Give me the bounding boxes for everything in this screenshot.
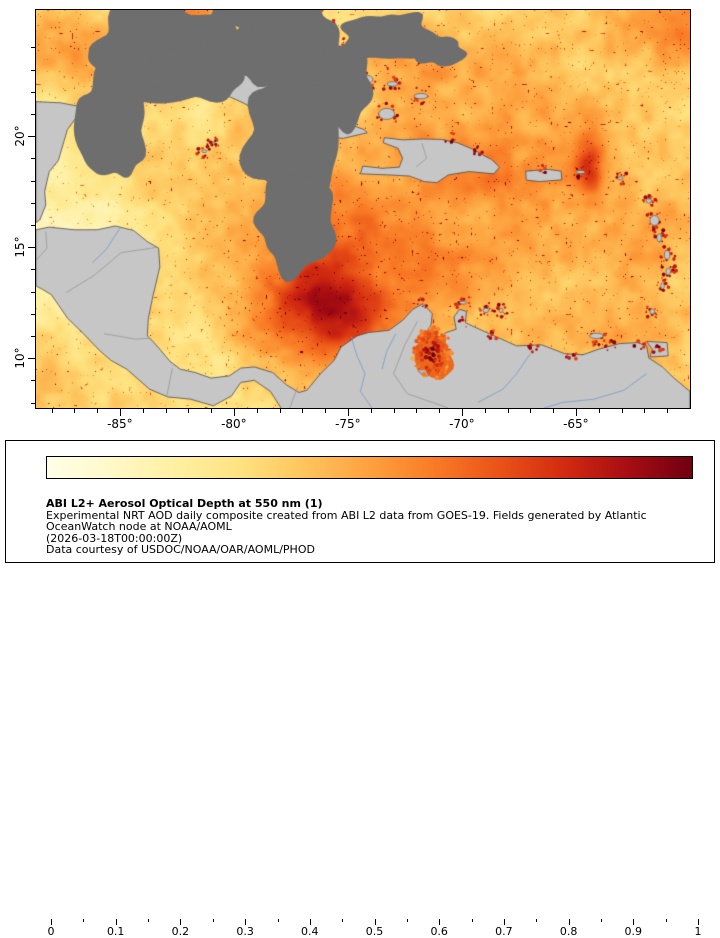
lon-minor-tick <box>439 409 441 413</box>
lon-minor-tick <box>165 409 167 413</box>
colorbar-tick <box>536 919 538 922</box>
colorbar-tick-label: 1 <box>694 925 702 938</box>
lat-minor-tick <box>31 313 35 315</box>
lon-tick-label: -70° <box>449 417 475 431</box>
lon-minor-tick <box>507 409 509 413</box>
lat-minor-tick <box>31 91 35 93</box>
lon-tick <box>347 409 349 416</box>
colorbar-tick-label: 0.2 <box>171 925 190 938</box>
aod-map-canvas <box>36 10 690 408</box>
colorbar-tick-label: 0.8 <box>559 925 578 938</box>
lat-minor-tick <box>31 47 35 49</box>
lat-tick <box>28 136 35 138</box>
colorbar-tick <box>665 919 667 922</box>
lon-tick-label: -80° <box>221 417 247 431</box>
colorbar-tick-label: 0.3 <box>236 925 254 938</box>
lon-minor-tick <box>530 409 532 413</box>
legend-box: 0 0.1 0.2 0.3 0.4 0.5 0.6 0.7 0.8 0.9 1 ABI L2+ Ae… <box>5 440 715 938</box>
legend-description-line1: Experimental NRT AOD daily composite cre… <box>46 508 647 522</box>
legend-description-line2: OceanWatch node at NOAA/AOML <box>46 520 232 534</box>
colorbar-tick <box>212 919 214 922</box>
lon-minor-tick <box>188 409 190 413</box>
lat-minor-tick <box>31 224 35 226</box>
lon-minor-tick <box>211 409 213 413</box>
lon-tick-label: -75° <box>335 417 361 431</box>
lat-minor-tick <box>31 113 35 115</box>
colorbar-tick <box>342 919 344 922</box>
legend-timestamp: (2026-03-18T00:00:00Z) <box>46 531 183 545</box>
lat-minor-tick <box>31 269 35 271</box>
lat-minor-tick <box>31 180 35 182</box>
colorbar-tick-label: 0 <box>47 925 55 938</box>
colorbar-tick-label: 0.4 <box>301 925 319 938</box>
lat-minor-tick <box>31 291 35 293</box>
lat-tick-label: 10° <box>13 347 27 369</box>
lon-tick-label: -85° <box>107 417 133 431</box>
lon-minor-tick <box>302 409 304 413</box>
lon-minor-tick <box>667 409 669 413</box>
lon-tick <box>119 409 121 416</box>
lon-minor-tick <box>484 409 486 413</box>
colorbar-tick <box>601 919 602 922</box>
lon-minor-tick <box>416 409 418 413</box>
figure: 20° 15° 10° -85° -80° -75° -70° -65° 0 0.1 0.2 0.3… <box>5 9 715 938</box>
colorbar-tick <box>406 919 408 922</box>
colorbar-tick <box>83 919 85 922</box>
lon-minor-tick <box>644 409 646 413</box>
lat-tick-label: 15° <box>13 236 27 258</box>
lon-minor-tick <box>553 409 555 413</box>
colorbar-tick-label: 0.1 <box>106 925 125 938</box>
colorbar-tick <box>471 919 473 922</box>
colorbar-tick-label: 0.9 <box>624 925 643 938</box>
lon-minor-tick <box>279 409 281 413</box>
lon-minor-tick <box>621 409 623 413</box>
lon-tick-label: -65° <box>563 417 589 431</box>
colorbar-tick <box>277 919 279 922</box>
colorbar-gradient <box>46 456 693 479</box>
lat-minor-tick <box>31 335 35 337</box>
lat-minor-tick <box>31 69 35 71</box>
lat-minor-tick <box>31 402 35 404</box>
colorbar-tick-label: 0.6 <box>430 925 448 938</box>
legend-text: ABI L2+ Aerosol Optical Depth at 550 nm … <box>46 498 647 556</box>
lon-minor-tick <box>97 409 99 413</box>
lon-minor-tick <box>142 409 144 413</box>
lon-tick <box>233 409 235 416</box>
lon-minor-tick <box>393 409 395 413</box>
lat-tick <box>28 247 35 249</box>
lon-minor-tick <box>256 409 258 413</box>
legend-credit: Data courtesy of USDOC/NOAA/OAR/AOML/PHO… <box>46 543 315 557</box>
lat-minor-tick <box>31 158 35 160</box>
lon-minor-tick <box>370 409 372 413</box>
colorbar-tick-label: 0.5 <box>365 925 384 938</box>
lon-tick <box>575 409 577 416</box>
lon-tick <box>461 409 463 416</box>
lat-minor-tick <box>31 202 35 204</box>
lat-minor-tick <box>31 380 35 382</box>
legend-title: ABI L2+ Aerosol Optical Depth at 550 nm … <box>46 497 323 510</box>
colorbar-tick <box>148 919 150 922</box>
lat-tick-label: 20° <box>13 125 27 147</box>
lon-minor-tick <box>51 409 53 413</box>
lon-minor-tick <box>325 409 327 413</box>
lat-tick <box>28 358 35 360</box>
colorbar-tick-label: 0.7 <box>495 925 513 938</box>
lon-minor-tick <box>598 409 600 413</box>
lon-minor-tick <box>74 409 76 413</box>
map-plot <box>35 9 691 409</box>
